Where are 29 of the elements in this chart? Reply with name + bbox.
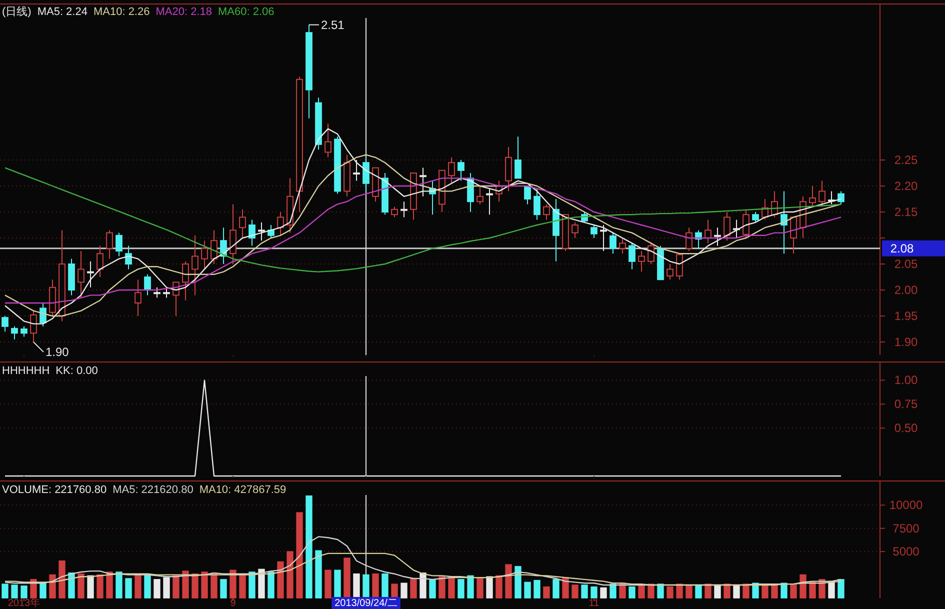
text: MA5: 221620.80 — [112, 484, 194, 496]
y-tick-label: 1.90 — [894, 335, 918, 349]
annotation: 1.90 — [46, 345, 70, 359]
y-tick-label: 7500 — [892, 521, 920, 536]
x-tick-label: 2013/09/24/二 — [334, 598, 398, 609]
y-tick-label: 1.00 — [894, 373, 918, 388]
text: MA10: 427867.59 — [199, 484, 286, 496]
y-tick-label: 1.95 — [894, 309, 918, 323]
x-tick-label: 2013年 — [8, 597, 40, 609]
y-tick-label: 10000 — [889, 498, 924, 512]
y-tick-label: 5000 — [892, 544, 920, 559]
y-tick-label: 0.50 — [894, 421, 918, 436]
text: MA10: 2.26 — [93, 6, 150, 18]
ref-line-label: 2.08 — [890, 241, 914, 256]
chart-title: HHHHHH — [2, 365, 50, 377]
y-tick-label: 0.75 — [894, 397, 918, 412]
y-tick-label: 2.00 — [894, 283, 918, 297]
y-tick-label: 2.05 — [894, 257, 918, 271]
y-tick-label: 2.20 — [894, 179, 918, 193]
text: KK: 0.00 — [56, 365, 98, 377]
x-tick-label: 11 — [588, 598, 600, 609]
chart-title: (日线) — [2, 5, 32, 18]
text: MA5: 2.24 — [37, 6, 88, 18]
y-tick-label: 2.15 — [894, 205, 918, 219]
annotation: 2.51 — [321, 18, 345, 32]
text: VOLUME: 221760.80 — [2, 484, 107, 496]
text: MA60: 2.06 — [218, 6, 274, 18]
y-tick-label: 2.25 — [894, 153, 918, 167]
text: MA20: 2.18 — [156, 6, 212, 18]
